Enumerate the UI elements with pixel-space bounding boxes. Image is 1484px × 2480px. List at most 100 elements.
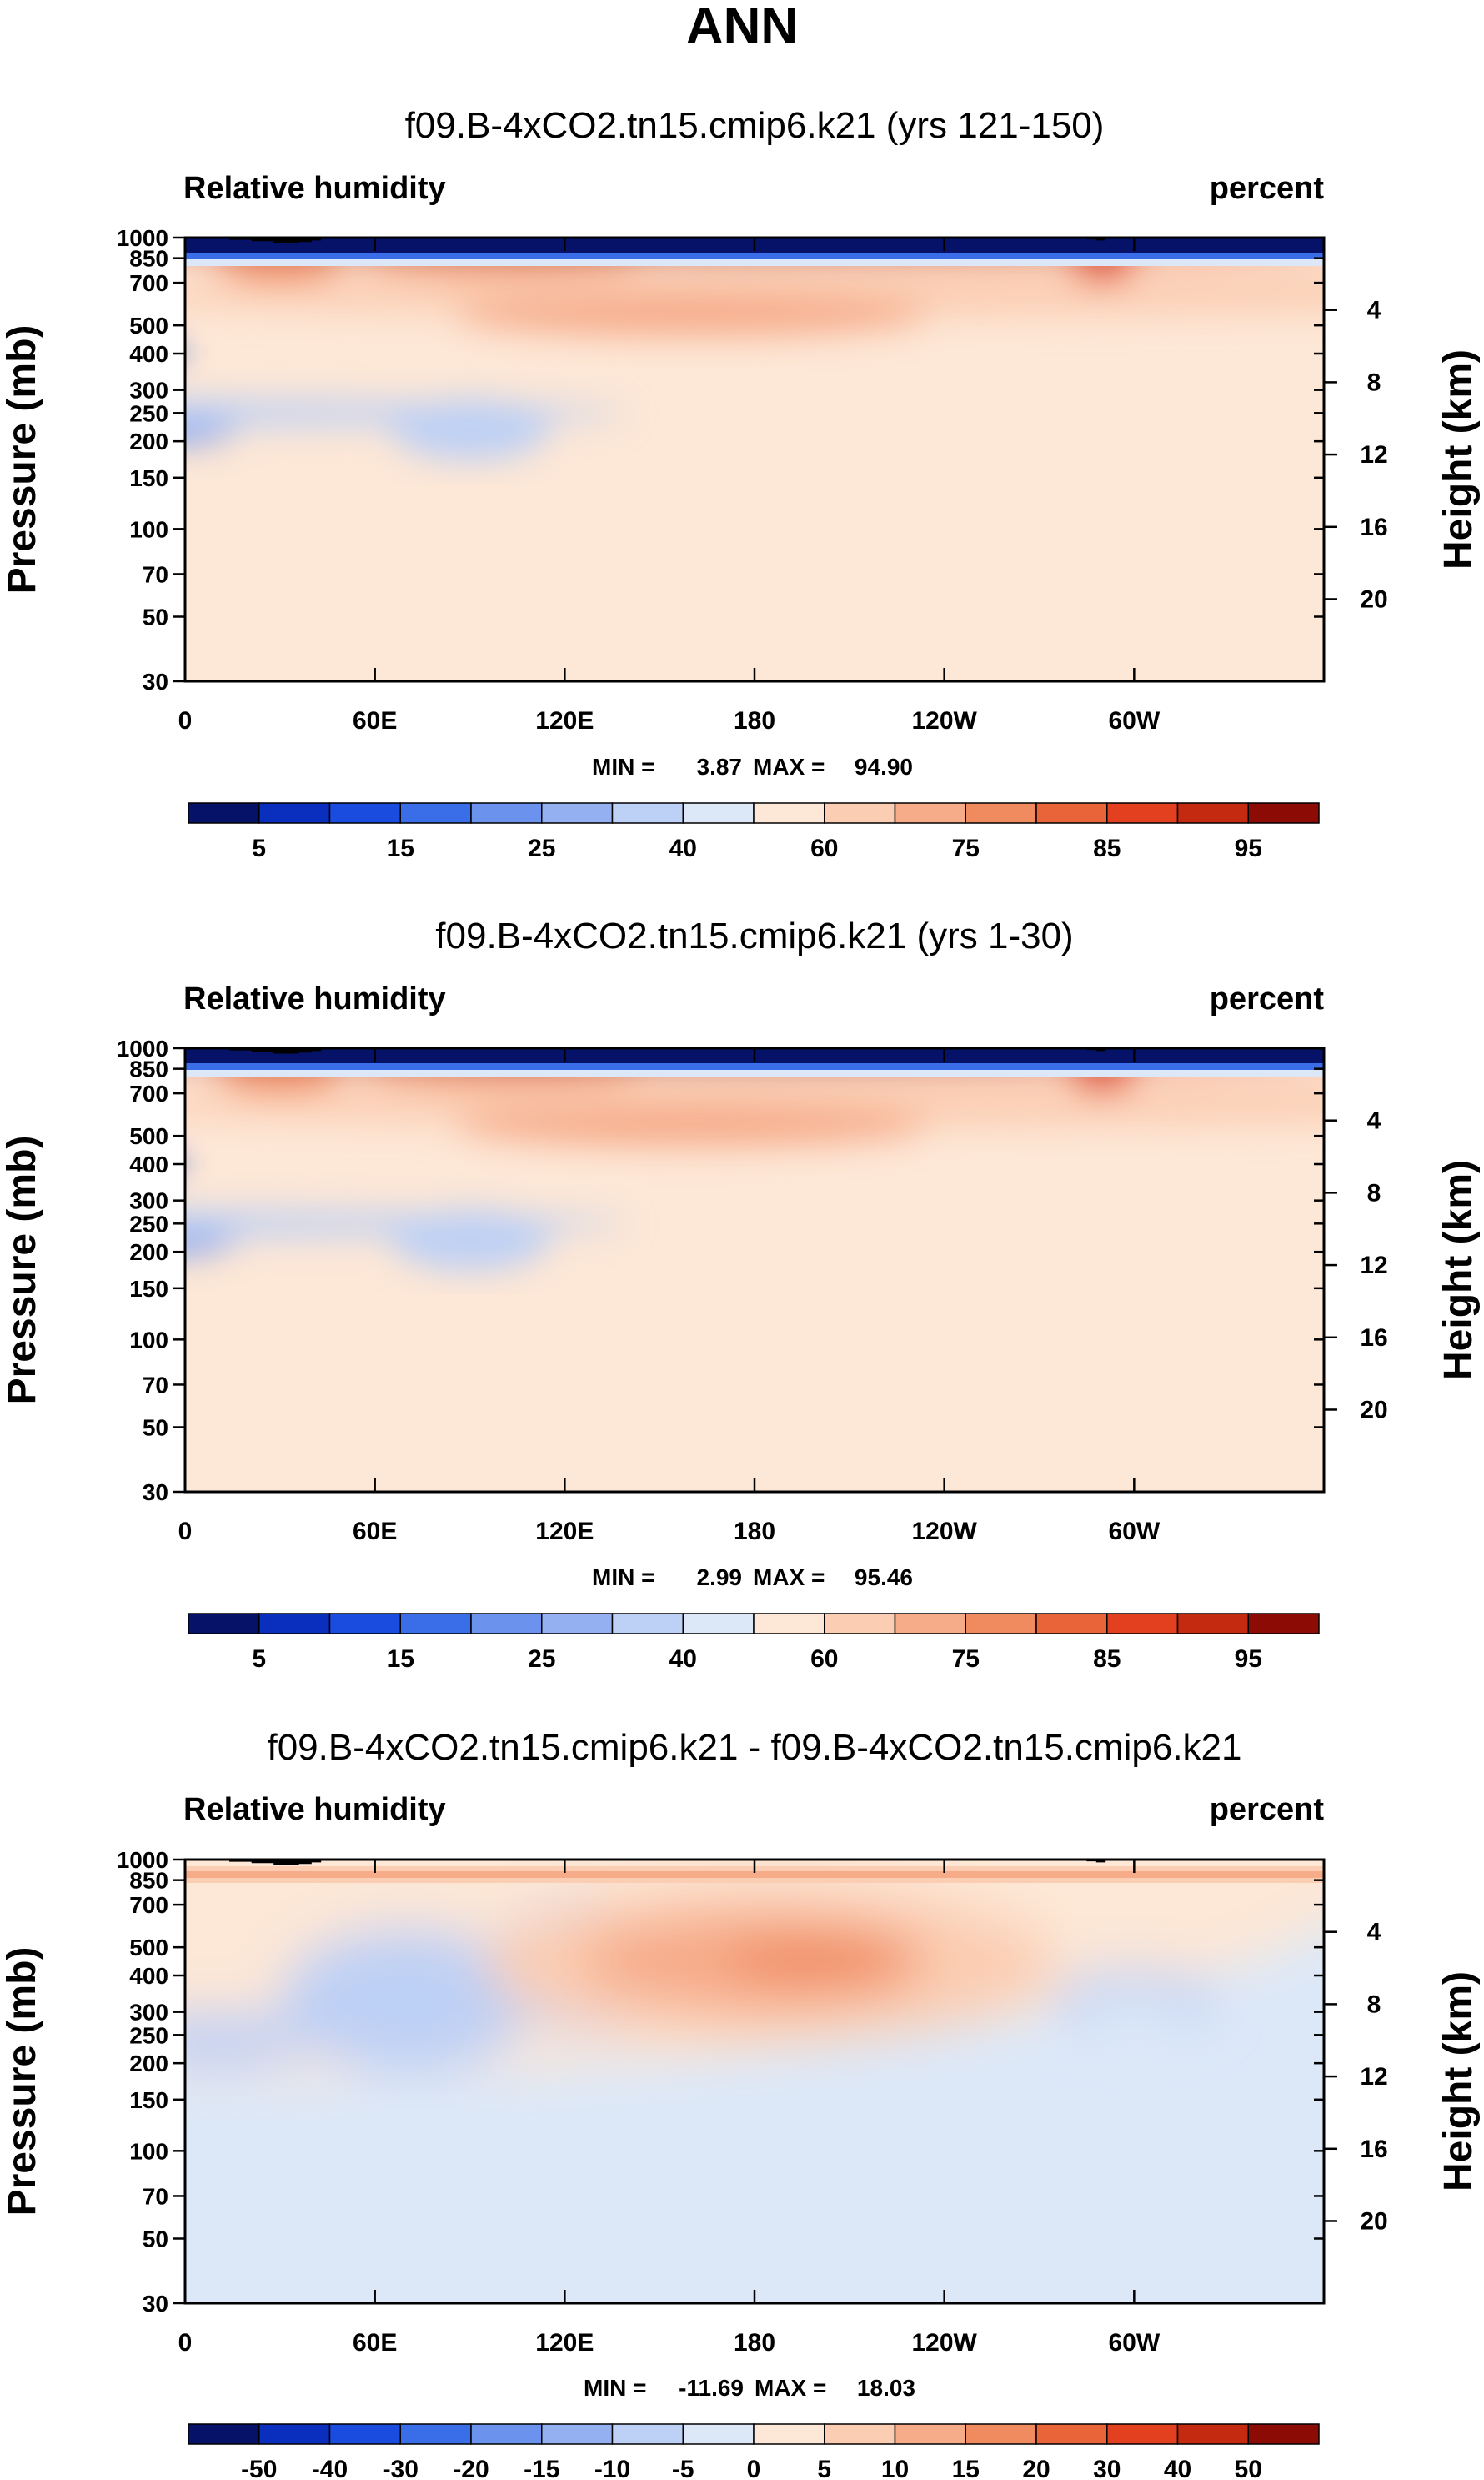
colorbar-box bbox=[470, 802, 543, 824]
colorbar-box bbox=[753, 1613, 825, 1634]
x-tick-label: 60E bbox=[353, 2329, 397, 2357]
colorbar-box bbox=[399, 1613, 472, 1634]
y-tick-label: 50 bbox=[143, 1414, 168, 1440]
y2-axis-label: Height (km) bbox=[1436, 1160, 1481, 1380]
x-tick-label: 120W bbox=[911, 707, 977, 735]
colorbar-label: 40 bbox=[669, 835, 697, 862]
y-tick-label: 500 bbox=[129, 1123, 168, 1149]
x-tick-label: 180 bbox=[734, 2329, 775, 2357]
panel-2: f09.B-4xCO2.tn15.cmip6.k21 (yrs 1-30) Re… bbox=[0, 916, 1481, 1673]
height-tick-label: 16 bbox=[1360, 1324, 1387, 1352]
field-blob bbox=[390, 398, 549, 460]
colorbar: 5 15 25 40 60 75 85 95 bbox=[188, 1613, 1320, 1673]
colorbar-label: 20 bbox=[1022, 2456, 1050, 2480]
height-tick-label: 8 bbox=[1367, 369, 1381, 396]
strat-band bbox=[185, 253, 1324, 259]
colorbar-box bbox=[1176, 802, 1249, 824]
field-blob bbox=[454, 1104, 929, 1146]
colorbar-label: 25 bbox=[528, 1645, 555, 1673]
colorbar-box bbox=[1106, 2423, 1179, 2445]
land-mask bbox=[210, 238, 334, 243]
y-tick-label: 300 bbox=[129, 378, 168, 404]
colorbar-box bbox=[328, 1613, 401, 1634]
x-tick-label: 120W bbox=[911, 1518, 977, 1545]
colorbar-box bbox=[894, 802, 966, 824]
y-tick-label: 300 bbox=[129, 1188, 168, 1214]
y2-axis-label: Height (km) bbox=[1436, 349, 1481, 570]
colorbar-box bbox=[1247, 802, 1320, 824]
height-tick-label: 16 bbox=[1360, 2136, 1387, 2163]
y-tick-label: 250 bbox=[129, 400, 168, 426]
y-tick-label: 700 bbox=[129, 270, 168, 296]
colorbar-box bbox=[1035, 2423, 1108, 2445]
x-tick-label: 60W bbox=[1108, 2329, 1160, 2357]
max-label: MAX = bbox=[755, 2375, 826, 2401]
panel-3: f09.B-4xCO2.tn15.cmip6.k21 - f09.B-4xCO2… bbox=[0, 1727, 1481, 2480]
colorbar-box bbox=[965, 2423, 1037, 2445]
colorbar-label: -30 bbox=[383, 2456, 419, 2480]
colorbar-box bbox=[611, 1613, 684, 1634]
y-tick-label: 200 bbox=[129, 1239, 168, 1265]
left-label: Relative humidity bbox=[183, 1792, 446, 1827]
colorbar-box bbox=[541, 2423, 614, 2445]
land-mask bbox=[210, 1048, 334, 1054]
colorbar-box bbox=[1247, 2423, 1320, 2445]
y2-axis-label: Height (km) bbox=[1436, 1971, 1481, 2191]
colorbar-label: -15 bbox=[524, 2456, 559, 2480]
x-tick-label: 60W bbox=[1108, 1518, 1160, 1545]
x-tick-label: 120W bbox=[911, 2329, 977, 2357]
colorbar-label: 85 bbox=[1093, 1645, 1121, 1673]
y-tick-label: 200 bbox=[129, 429, 168, 454]
max-value: 95.46 bbox=[855, 1564, 913, 1590]
colorbar-box bbox=[753, 802, 825, 824]
colorbar-label: 40 bbox=[669, 1645, 697, 1673]
x-tick-label: 60W bbox=[1108, 707, 1160, 735]
panel-title: f09.B-4xCO2.tn15.cmip6.k21 (yrs 1-30) bbox=[435, 916, 1073, 956]
y-tick-label: 400 bbox=[129, 1963, 168, 1989]
colorbar-box bbox=[824, 802, 896, 824]
x-tick-label: 120E bbox=[535, 1518, 594, 1545]
height-tick-label: 20 bbox=[1360, 585, 1387, 613]
strat-band bbox=[185, 1871, 1324, 1878]
colorbar-box bbox=[1106, 1613, 1179, 1634]
min-label: MIN = bbox=[592, 1564, 654, 1590]
height-tick-label: 20 bbox=[1360, 2207, 1387, 2235]
field-blob bbox=[185, 1080, 1324, 1126]
colorbar-box bbox=[965, 802, 1037, 824]
y-tick-label: 100 bbox=[129, 1327, 168, 1353]
colorbar-box bbox=[894, 2423, 966, 2445]
colorbar-box bbox=[611, 802, 684, 824]
panel-title: f09.B-4xCO2.tn15.cmip6.k21 (yrs 121-150) bbox=[405, 105, 1105, 146]
colorbar-box bbox=[470, 1613, 543, 1634]
colorbar-box bbox=[188, 2423, 260, 2445]
y-tick-label: 250 bbox=[129, 2022, 168, 2048]
colorbar-box bbox=[1176, 2423, 1249, 2445]
colorbar-box bbox=[470, 2423, 543, 2445]
y-tick-label: 70 bbox=[143, 1372, 168, 1398]
y-tick-label: 70 bbox=[143, 2183, 168, 2209]
y-tick-label: 700 bbox=[129, 1892, 168, 1918]
colorbar-label: 5 bbox=[252, 1645, 266, 1673]
colorbar-box bbox=[541, 1613, 614, 1634]
height-tick-label: 16 bbox=[1360, 514, 1387, 541]
colorbar-box bbox=[328, 2423, 401, 2445]
field-blob bbox=[723, 1938, 913, 1984]
colorbar-box bbox=[894, 1613, 966, 1634]
max-label: MAX = bbox=[753, 754, 825, 780]
right-label: percent bbox=[1210, 981, 1325, 1017]
colorbar-box bbox=[682, 1613, 755, 1634]
x-tick-label: 120E bbox=[535, 2329, 594, 2357]
y-tick-label: 300 bbox=[129, 2000, 168, 2026]
colorbar-box bbox=[682, 802, 755, 824]
y-tick-label: 50 bbox=[143, 2226, 168, 2252]
height-tick-label: 12 bbox=[1360, 2063, 1387, 2091]
max-value: 94.90 bbox=[855, 754, 913, 780]
land-mask bbox=[210, 1860, 334, 1865]
colorbar-label: 60 bbox=[810, 1645, 838, 1673]
strat-band bbox=[185, 1070, 1324, 1077]
y-tick-label: 850 bbox=[129, 246, 168, 272]
colorbar-box bbox=[188, 1613, 260, 1634]
y-tick-label: 850 bbox=[129, 1057, 168, 1082]
colorbar-label: -5 bbox=[672, 2456, 694, 2480]
